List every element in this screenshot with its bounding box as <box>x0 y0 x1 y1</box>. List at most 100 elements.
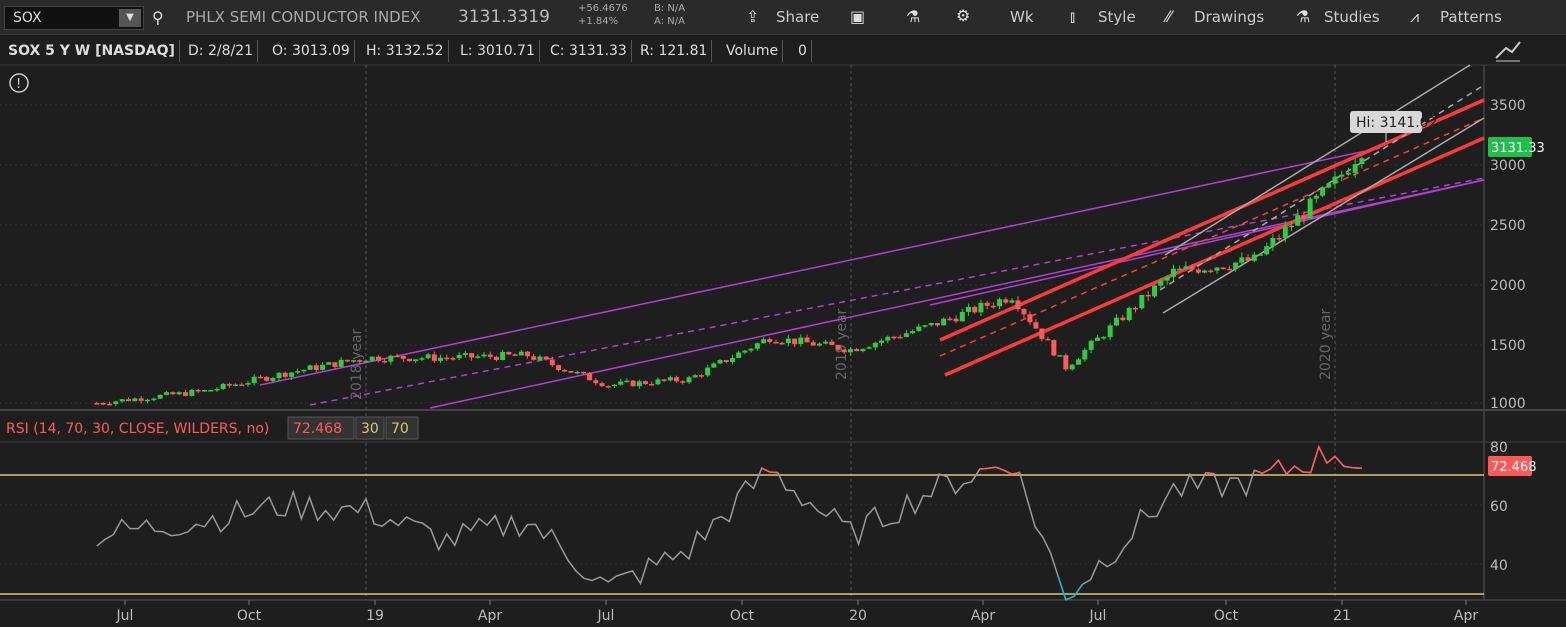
rsi-extreme-segment <box>761 467 771 473</box>
rsi-tick-40: 40 <box>1490 558 1508 574</box>
y-tick-2000: 2000 <box>1490 278 1526 294</box>
drawings-button[interactable]: Drawings <box>1194 8 1265 26</box>
candle-body <box>1307 198 1313 219</box>
candle-body <box>761 339 767 344</box>
candle-body <box>1289 225 1295 228</box>
x-tick-label: Oct <box>730 608 755 624</box>
candle-body <box>301 369 307 372</box>
candle-body <box>202 390 207 392</box>
candle-body <box>226 383 232 386</box>
lock-icon[interactable]: ⚲ <box>152 8 164 27</box>
share-button[interactable]: Share <box>776 8 820 26</box>
rsi-extreme-segment <box>979 467 988 470</box>
candle-body <box>1264 246 1270 255</box>
candle-body <box>705 367 711 376</box>
candle-body <box>1088 340 1094 350</box>
candle-body <box>251 376 257 384</box>
symbol-input[interactable]: SOX ▼ <box>4 6 144 30</box>
red-channel[interactable] <box>939 98 1485 377</box>
candle-body <box>1063 355 1069 370</box>
bar-range: R: 121.81 <box>636 40 713 62</box>
time-axis[interactable]: Jul Oct 19 Apr Jul Oct 20 Apr Jul Oct 21 Apr <box>116 600 1479 624</box>
rsi-extreme-segment <box>1205 471 1214 475</box>
drawings-icon: ⁄⁄ <box>1166 7 1172 26</box>
candle-body <box>816 343 822 346</box>
candle-body <box>1171 268 1176 277</box>
chart-title: SOX 5 Y W [NASDAQ] <box>4 40 180 62</box>
rsi-overbought: 70 <box>391 421 409 437</box>
candle-body <box>1276 238 1282 240</box>
candle-body <box>966 306 972 312</box>
candle-body <box>183 392 188 396</box>
candle-body <box>506 351 512 355</box>
candle-body <box>320 364 326 370</box>
candle-body <box>661 379 667 381</box>
chevron-down-icon[interactable]: ▼ <box>119 9 141 27</box>
candle-body <box>692 375 698 378</box>
patterns-button[interactable]: Patterns <box>1440 8 1502 26</box>
candle-body <box>357 360 363 362</box>
rsi-extreme-segment <box>1261 468 1271 474</box>
style-button[interactable]: Style <box>1098 8 1136 26</box>
x-tick-label: 20 <box>849 608 867 624</box>
rsi-extreme-segment <box>1057 575 1067 601</box>
candle-body <box>922 325 928 327</box>
rsi-extreme-segment <box>1302 471 1311 474</box>
candle-body <box>779 342 785 345</box>
rsi-extreme-segment <box>1294 465 1304 473</box>
bar-low: L: 3010.71 <box>456 40 540 62</box>
rsi-extreme-segment <box>769 471 778 474</box>
rsi-extreme-segment <box>1253 469 1263 474</box>
x-tick-label: Oct <box>1214 608 1239 624</box>
candles[interactable] <box>94 156 1365 407</box>
gear-icon[interactable]: ⚙ <box>956 6 971 25</box>
candle-body <box>481 354 487 357</box>
info-bar: SOX 5 Y W [NASDAQ] D: 2/8/21 O: 3013.09 … <box>0 36 1490 64</box>
candle-body <box>1027 314 1033 323</box>
notes-icon[interactable]: ▣ <box>850 7 866 26</box>
x-tick-label: 21 <box>1333 608 1351 624</box>
last-price-marker <box>1488 137 1532 157</box>
candle-body <box>1202 270 1208 273</box>
candle-body <box>1359 158 1365 165</box>
candle-body <box>934 322 940 326</box>
volume-label: Volume <box>722 40 784 62</box>
candle-body <box>1295 215 1301 226</box>
rsi-extreme-segment <box>1326 455 1336 464</box>
candle-body <box>593 380 599 384</box>
bar-close: C: 3131.33 <box>546 40 632 62</box>
candle-body <box>313 365 319 370</box>
rsi-line[interactable] <box>96 444 1362 601</box>
candle-body <box>1009 300 1015 303</box>
purple-channel[interactable] <box>259 147 1485 409</box>
candle-body <box>375 356 381 361</box>
candle-body <box>382 360 388 363</box>
bid: B: N/A <box>654 3 686 14</box>
candle-body <box>245 383 251 385</box>
rsi-header[interactable]: RSI (14, 70, 30, CLOSE, WILDERS, no) 72.… <box>6 416 419 440</box>
alert-icon[interactable] <box>9 73 29 93</box>
candle-body <box>556 365 562 371</box>
price-axis[interactable]: 3500 3000 2500 2000 1500 1000 3131.33 <box>1488 98 1545 412</box>
candle-body <box>903 333 909 337</box>
candle-body <box>885 336 891 341</box>
candle-body <box>456 354 462 359</box>
rsi-oversold: 30 <box>361 421 379 437</box>
candle-body <box>264 376 270 381</box>
candle-body <box>531 356 537 360</box>
candle-body <box>1045 338 1051 341</box>
rsi-extreme-segment <box>995 466 1005 471</box>
studies-button[interactable]: Studies <box>1324 8 1380 26</box>
candle-body <box>605 386 611 388</box>
flask-icon[interactable]: ⚗ <box>906 7 921 26</box>
candle-body <box>736 352 742 358</box>
interval-button[interactable]: Wk <box>1010 8 1034 26</box>
candle-body <box>773 342 779 344</box>
candle-body <box>518 351 524 356</box>
gray-channel[interactable] <box>1159 64 1485 314</box>
x-tick-label: Oct <box>237 608 262 624</box>
candle-body <box>239 384 245 387</box>
candle-body <box>1226 268 1232 271</box>
candle-body <box>363 360 369 363</box>
